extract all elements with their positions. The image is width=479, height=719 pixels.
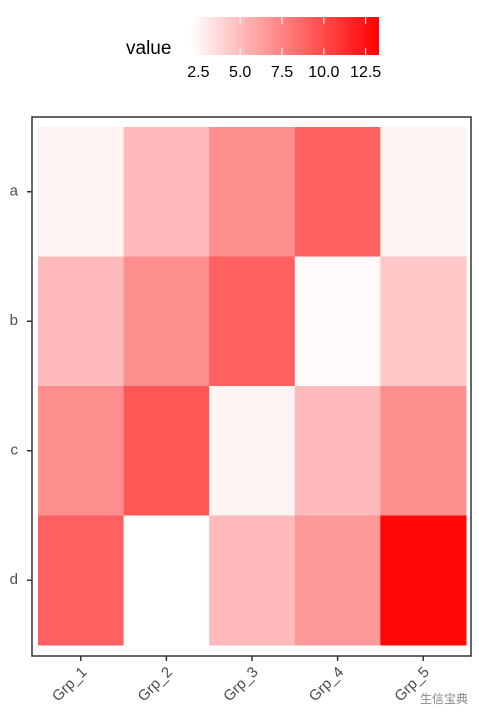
heat-cell	[38, 386, 125, 516]
heat-cell	[209, 515, 296, 646]
heat-cell	[294, 256, 381, 387]
heat-cell	[380, 127, 467, 257]
heat-cell	[38, 256, 125, 387]
y-tick-label: c	[11, 442, 19, 459]
heat-cell	[123, 256, 210, 387]
legend-title: value	[126, 38, 171, 59]
x-tick-label: Grp_2	[135, 664, 177, 706]
heat-cell	[209, 386, 296, 516]
y-tick-label: b	[10, 312, 18, 329]
heat-cell	[38, 515, 125, 646]
x-tick-label: Grp_1	[49, 664, 91, 706]
heat-cell	[380, 256, 467, 387]
heat-cell	[38, 127, 125, 257]
heat-cell	[209, 127, 296, 257]
heat-cell	[123, 515, 210, 646]
heat-cell	[380, 386, 467, 516]
heat-cell	[123, 127, 210, 257]
x-tick-label: Grp_4	[306, 664, 348, 706]
y-tick-label: d	[10, 571, 18, 588]
heat-cell	[294, 127, 381, 257]
watermark: 生信宝典	[420, 692, 468, 706]
colorbar-tick-label: 5.0	[229, 64, 251, 81]
heat-cell	[294, 386, 381, 516]
colorbar	[190, 17, 379, 55]
heat-cell	[380, 515, 467, 646]
colorbar-tick-label: 7.5	[271, 64, 293, 81]
heat-cell	[123, 386, 210, 516]
heat-cell	[209, 256, 296, 387]
colorbar-tick-label: 12.5	[350, 64, 381, 81]
colorbar-tick-label: 2.5	[187, 64, 209, 81]
heat-cell	[294, 515, 381, 646]
x-tick-label: Grp_3	[220, 664, 262, 706]
y-tick-label: a	[10, 183, 19, 200]
colorbar-tick-label: 10.0	[308, 64, 339, 81]
